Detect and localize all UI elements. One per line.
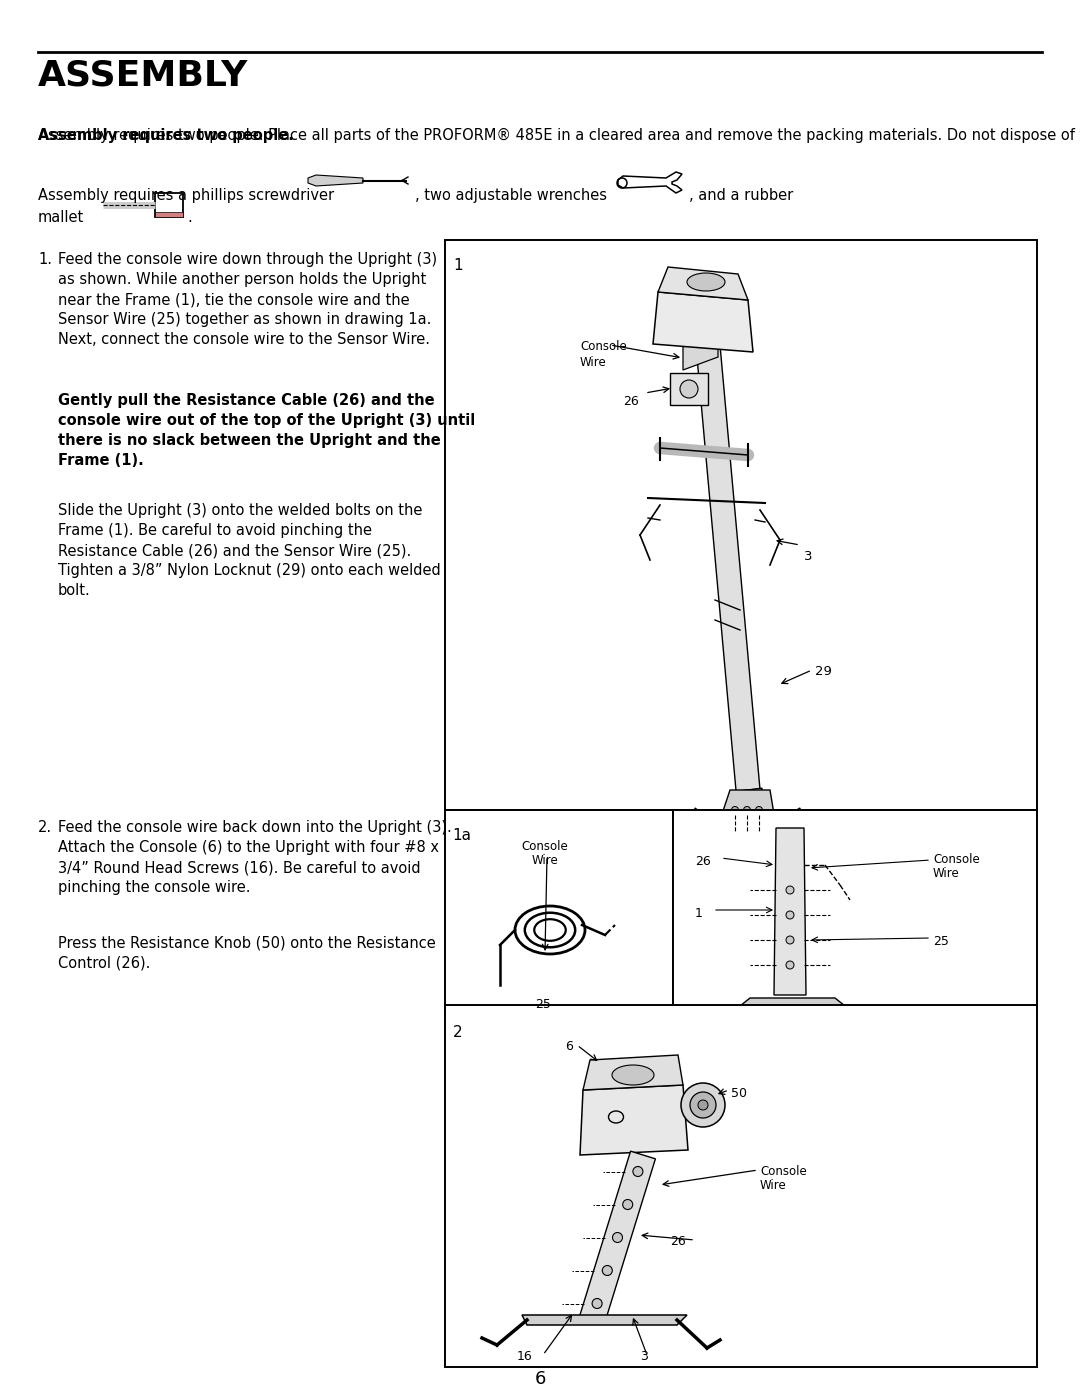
Bar (445, 240, 1037, 810)
Text: 1a: 1a (453, 828, 471, 842)
Bar (445, 1004, 1037, 1368)
Text: 26: 26 (623, 395, 638, 408)
Circle shape (633, 1166, 643, 1176)
Circle shape (786, 886, 794, 894)
Text: , and a rubber: , and a rubber (689, 189, 793, 203)
Text: .: . (187, 210, 192, 225)
Ellipse shape (612, 1065, 654, 1085)
Circle shape (612, 1232, 622, 1242)
Text: Press the Resistance Knob (50) onto the Resistance
Control (26).: Press the Resistance Knob (50) onto the … (58, 935, 435, 970)
Bar (156, 212, 183, 217)
Text: 25: 25 (535, 997, 551, 1011)
Text: 6: 6 (535, 1370, 545, 1389)
Text: 1: 1 (453, 258, 462, 272)
Ellipse shape (687, 272, 725, 291)
Polygon shape (653, 292, 753, 352)
Text: Console
Wire: Console Wire (580, 339, 626, 369)
Circle shape (623, 1200, 633, 1210)
Polygon shape (696, 807, 800, 830)
Circle shape (756, 806, 762, 813)
Text: Console: Console (760, 1165, 807, 1178)
Text: 25: 25 (933, 935, 949, 949)
Text: ASSEMBLY: ASSEMBLY (38, 59, 248, 92)
Text: Feed the console wire down through the Upright (3)
as shown. While another perso: Feed the console wire down through the U… (58, 251, 437, 348)
Text: Wire: Wire (933, 868, 960, 880)
Bar (156, 193, 183, 217)
Text: Console: Console (933, 854, 980, 866)
Text: Assembly requires a phillips screwdriver: Assembly requires a phillips screwdriver (38, 189, 334, 203)
Text: Wire: Wire (760, 1179, 786, 1192)
Circle shape (592, 1298, 603, 1309)
Text: 26: 26 (670, 1235, 686, 1248)
Polygon shape (522, 1315, 687, 1324)
Text: Slide the Upright (3) onto the welded bolts on the
Frame (1). Be careful to avoi: Slide the Upright (3) onto the welded bo… (58, 503, 441, 598)
Circle shape (786, 911, 794, 919)
Polygon shape (735, 997, 850, 1010)
Text: Assembly requires two people.: Assembly requires two people. (38, 129, 294, 142)
Polygon shape (720, 789, 775, 830)
Text: mallet: mallet (38, 210, 84, 225)
Text: 1: 1 (696, 907, 703, 921)
Text: Wire: Wire (531, 854, 558, 868)
Bar (673, 810, 1037, 1010)
Polygon shape (658, 267, 748, 300)
Circle shape (786, 936, 794, 944)
Polygon shape (580, 1151, 656, 1324)
Text: , two adjustable wrenches: , two adjustable wrenches (415, 189, 607, 203)
Circle shape (603, 1266, 612, 1275)
Polygon shape (774, 828, 806, 995)
Circle shape (680, 380, 698, 398)
Text: 16: 16 (517, 1350, 532, 1363)
Polygon shape (583, 1055, 683, 1090)
Circle shape (698, 1099, 708, 1111)
Circle shape (743, 806, 751, 813)
Circle shape (681, 1083, 725, 1127)
Circle shape (690, 1092, 716, 1118)
FancyBboxPatch shape (670, 373, 708, 405)
Text: 2.: 2. (38, 820, 52, 835)
Polygon shape (580, 1085, 688, 1155)
Text: Assembly requires two people. Place all parts of the PROFORM® 485E in a cleared : Assembly requires two people. Place all … (38, 129, 1080, 142)
Polygon shape (308, 175, 363, 186)
Text: 29: 29 (815, 665, 832, 678)
Text: 2: 2 (453, 1025, 462, 1039)
Text: 26: 26 (696, 855, 711, 868)
Text: Feed the console wire back down into the Upright (3).
Attach the Console (6) to : Feed the console wire back down into the… (58, 820, 451, 895)
Polygon shape (691, 289, 760, 791)
Text: 6: 6 (565, 1039, 572, 1053)
Text: 3: 3 (804, 550, 812, 563)
Text: 3: 3 (640, 1350, 648, 1363)
Text: Gently pull the Resistance Cable (26) and the
console wire out of the top of the: Gently pull the Resistance Cable (26) an… (58, 393, 475, 468)
Text: 50: 50 (731, 1087, 747, 1099)
Polygon shape (734, 788, 770, 852)
Text: Console: Console (522, 840, 568, 854)
Bar (445, 810, 673, 1010)
Text: 1.: 1. (38, 251, 52, 267)
Polygon shape (683, 334, 718, 370)
Circle shape (786, 961, 794, 970)
Circle shape (731, 806, 739, 813)
